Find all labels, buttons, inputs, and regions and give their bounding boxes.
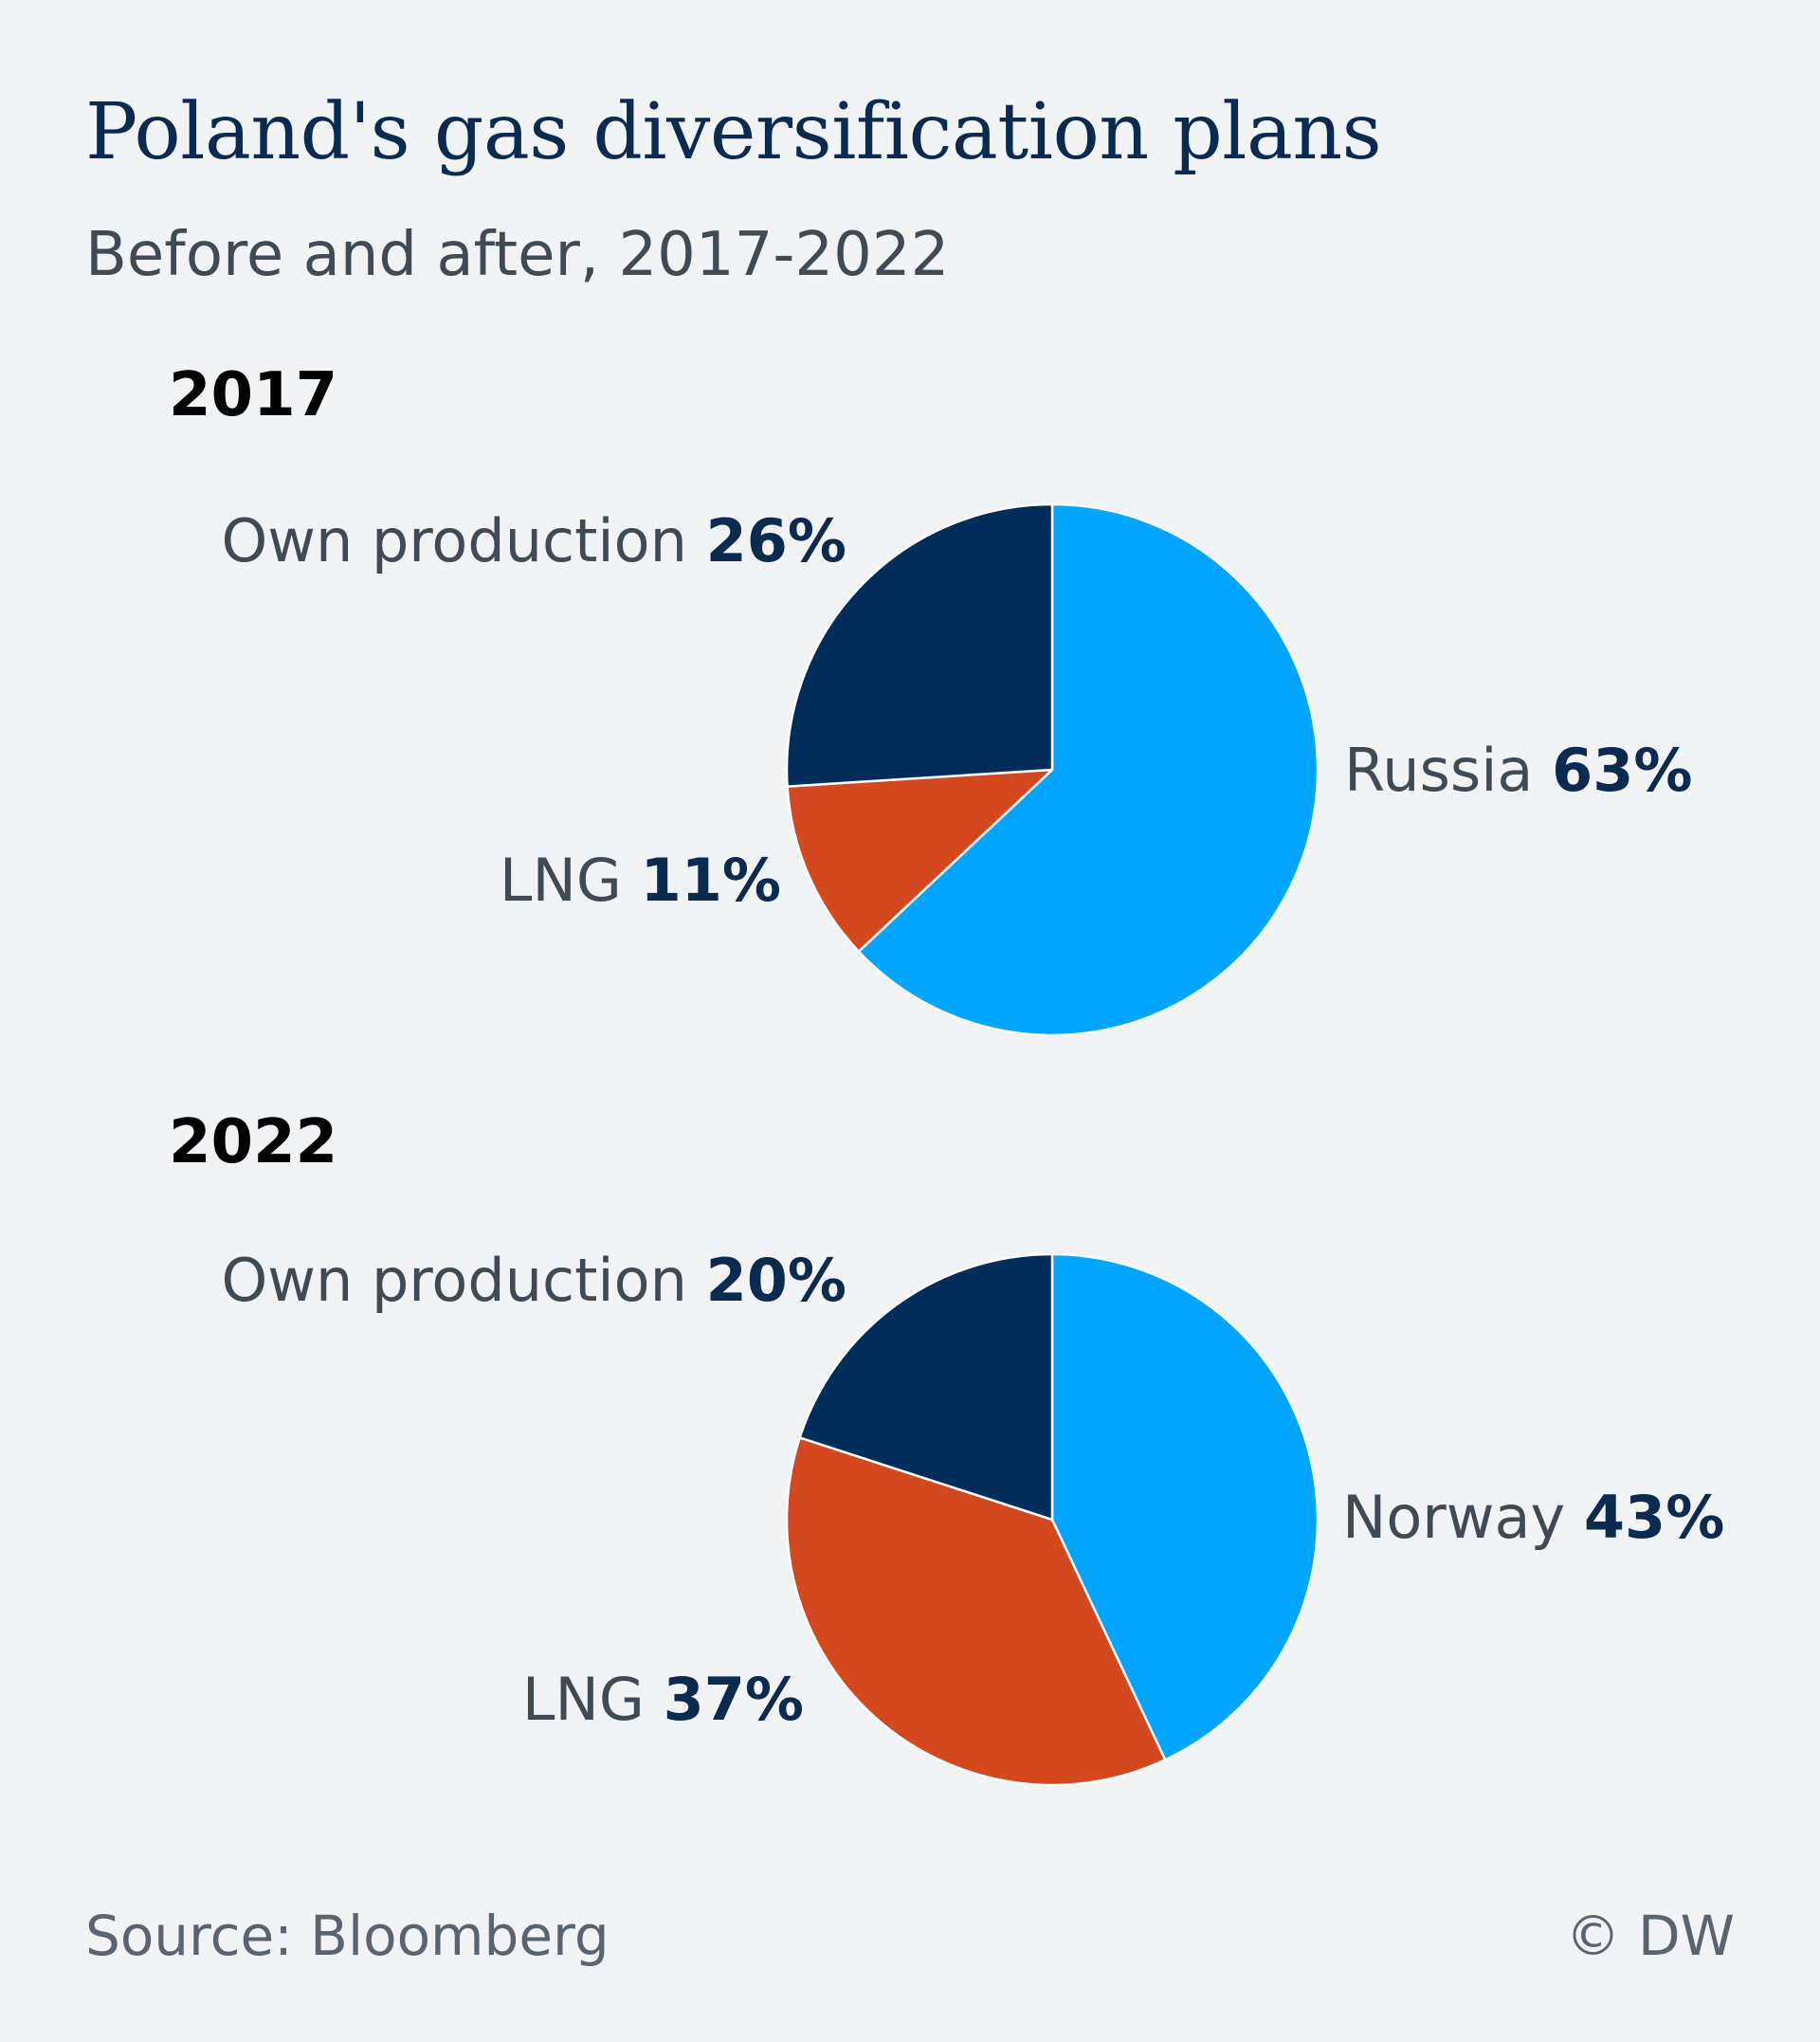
label-value: 63% <box>1552 736 1693 805</box>
label-value: 37% <box>663 1665 804 1734</box>
pie-slice-2017-own-production <box>785 502 1054 788</box>
pie-chart-2022 <box>785 1252 1320 1787</box>
label-2017-own-production: Own production 26% <box>221 512 846 571</box>
label-name: Own production <box>221 506 687 575</box>
label-name: Own production <box>221 1246 687 1315</box>
label-name: LNG <box>521 1665 645 1734</box>
label-2022-lng: LNG 37% <box>522 1670 804 1729</box>
label-2022-norway: Norway 43% <box>1342 1488 1724 1547</box>
pie-slice-2017-russia <box>857 502 1320 1037</box>
chart-subtitle: Before and after, 2017-2022 <box>85 220 950 290</box>
label-value: 43% <box>1583 1483 1725 1552</box>
label-2017-lng: LNG 11% <box>500 851 781 910</box>
label-value: 26% <box>705 506 846 575</box>
label-name: LNG <box>499 846 622 915</box>
pie-slice-2017-lng <box>786 768 1054 953</box>
pie-slice-2022-norway <box>1050 1252 1320 1761</box>
label-name: Russia <box>1344 736 1534 805</box>
label-2017-russia: Russia 63% <box>1344 741 1693 800</box>
chart-title: Poland's gas diversification plans <box>85 87 1382 177</box>
label-name: Norway <box>1342 1483 1566 1552</box>
pie-2022-title: 2022 <box>169 1107 338 1177</box>
credit-logo: © DW <box>1565 1904 1735 1968</box>
label-2022-own-production: Own production 20% <box>221 1251 846 1310</box>
pie-2017-title: 2017 <box>169 360 338 430</box>
source-note: Source: Bloomberg <box>85 1904 610 1968</box>
pie-slice-2022-own-production <box>798 1252 1054 1522</box>
pie-chart-2017 <box>785 502 1320 1037</box>
label-value: 20% <box>705 1246 846 1315</box>
label-value: 11% <box>640 846 781 915</box>
pie-slice-2022-lng <box>785 1436 1167 1787</box>
